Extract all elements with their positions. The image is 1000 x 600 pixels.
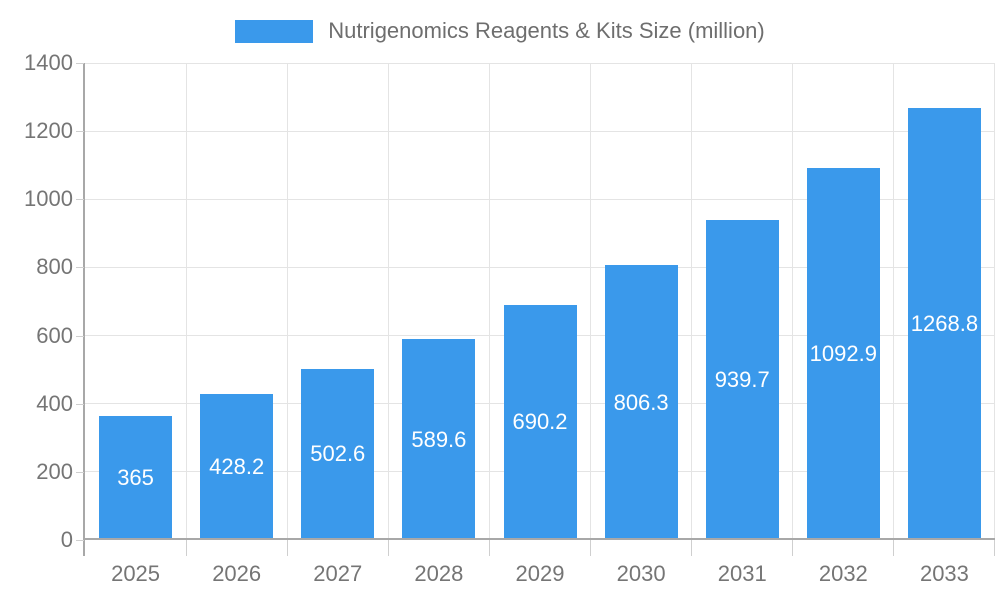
bar[interactable]: 690.2 xyxy=(503,304,577,540)
bar[interactable]: 589.6 xyxy=(402,339,476,540)
bar[interactable]: 502.6 xyxy=(301,368,375,540)
x-tick-label: 2031 xyxy=(717,561,767,586)
y-tick-mark xyxy=(76,63,84,64)
bar-value-label: 806.3 xyxy=(613,389,669,415)
x-gridline xyxy=(387,63,389,540)
bar-value-label: 428.2 xyxy=(209,454,265,480)
x-tick-label: 2033 xyxy=(919,561,969,586)
y-tick-label: 0 xyxy=(60,527,73,552)
y-tick-mark xyxy=(76,335,84,337)
x-tick-mark xyxy=(893,540,895,556)
x-gridline xyxy=(792,63,794,540)
x-gridline xyxy=(994,63,995,540)
x-tick-mark xyxy=(387,540,389,556)
y-gridline xyxy=(85,198,995,200)
x-tick-label: 2025 xyxy=(111,561,161,586)
x-gridline xyxy=(691,63,693,540)
bar[interactable]: 1092.9 xyxy=(806,167,880,540)
x-tick-mark xyxy=(691,540,693,556)
x-tick-mark xyxy=(286,540,288,556)
x-tick-label: 2029 xyxy=(515,561,565,586)
bar-value-label: 690.2 xyxy=(512,409,568,435)
y-tick-label: 1400 xyxy=(24,50,73,75)
x-tick-label: 2027 xyxy=(313,561,363,586)
x-tick-label: 2032 xyxy=(818,561,868,586)
y-gridline xyxy=(85,130,995,132)
y-tick-label: 1000 xyxy=(24,186,73,212)
y-tick-mark xyxy=(76,403,84,405)
x-gridline xyxy=(893,63,895,540)
y-tick-mark xyxy=(76,471,84,473)
x-axis-line xyxy=(83,538,995,540)
bar-value-label: 365 xyxy=(117,464,154,490)
legend[interactable]: Nutrigenomics Reagents & Kits Size (mill… xyxy=(0,18,1000,44)
x-gridline xyxy=(488,63,490,540)
bar[interactable]: 365 xyxy=(99,415,173,540)
bar[interactable]: 428.2 xyxy=(200,394,274,540)
bar-value-label: 939.7 xyxy=(714,366,770,392)
y-tick-label: 800 xyxy=(36,254,73,280)
x-tick-mark xyxy=(590,540,592,556)
plot-area: 365 428.2 502.6 589.6 690.2 806.3 939.7 1092.9 1… xyxy=(85,62,995,540)
y-tick-label: 200 xyxy=(36,458,73,484)
x-tick-label: 2028 xyxy=(414,561,464,586)
x-tick-mark xyxy=(185,540,187,556)
bar[interactable]: 939.7 xyxy=(705,219,779,540)
y-tick-mark xyxy=(76,131,84,133)
legend-swatch-icon xyxy=(235,19,314,43)
x-tick-label: 2026 xyxy=(212,561,262,586)
x-gridline xyxy=(185,63,187,540)
x-tick-mark xyxy=(792,540,794,556)
bar-value-label: 589.6 xyxy=(411,426,467,452)
y-tick-mark xyxy=(76,540,84,541)
bar-value-label: 502.6 xyxy=(310,441,366,467)
y-gridline xyxy=(85,266,995,268)
x-gridline xyxy=(590,63,592,540)
bar-value-label: 1092.9 xyxy=(809,340,877,366)
x-tick-label: 2030 xyxy=(616,561,666,586)
y-tick-mark xyxy=(76,267,84,269)
legend-label: Nutrigenomics Reagents & Kits Size (mill… xyxy=(328,18,765,43)
bar-value-label: 1268.8 xyxy=(910,310,979,336)
bar[interactable]: 806.3 xyxy=(604,265,678,540)
y-tick-mark xyxy=(76,199,84,201)
y-axis-line xyxy=(83,63,85,556)
x-tick-mark xyxy=(488,540,490,556)
y-tick-label: 600 xyxy=(36,322,73,348)
y-tick-label: 1200 xyxy=(24,118,73,144)
x-tick-mark xyxy=(994,540,995,556)
y-tick-label: 400 xyxy=(36,390,73,416)
y-gridline xyxy=(85,62,995,64)
bar[interactable]: 1268.8 xyxy=(907,107,981,540)
x-gridline xyxy=(286,63,288,540)
